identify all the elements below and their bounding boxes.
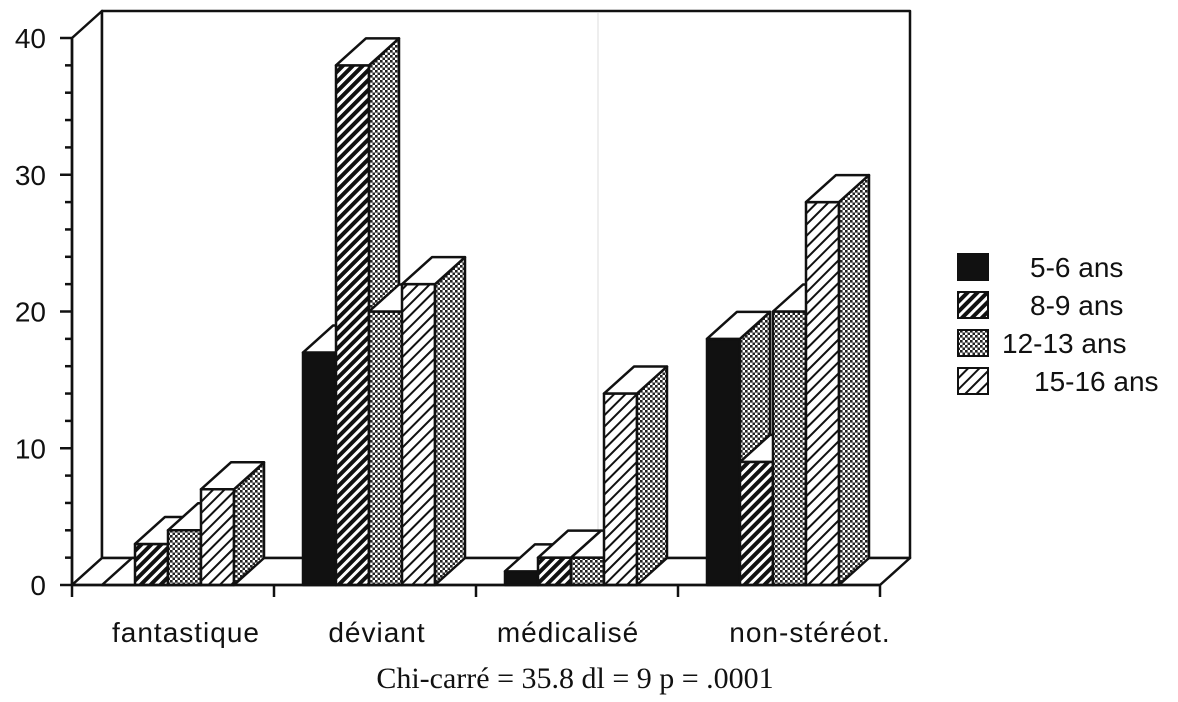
bar-front bbox=[536, 556, 573, 587]
x-category-label: médicalisé bbox=[497, 617, 639, 648]
legend: 5-6 ans 8-9 ans 12-13 ans 15-16 ans bbox=[957, 252, 1159, 397]
legend-label: 8-9 ans bbox=[1030, 290, 1123, 321]
y-tick-label: 30 bbox=[15, 160, 46, 191]
left-wall bbox=[70, 9, 104, 587]
bar-front bbox=[133, 542, 170, 587]
legend-swatch bbox=[957, 253, 989, 281]
y-tick-label: 10 bbox=[15, 433, 46, 464]
bar bbox=[199, 461, 266, 587]
bar-side bbox=[433, 255, 467, 587]
bar-top bbox=[199, 461, 266, 491]
legend-label: 12-13 ans bbox=[1002, 328, 1127, 359]
legend-swatch bbox=[957, 367, 989, 395]
bar-side bbox=[837, 173, 871, 587]
x-category-label: non-stéréot. bbox=[729, 617, 890, 648]
bar-front bbox=[199, 488, 236, 587]
y-tick-label: 0 bbox=[30, 570, 46, 601]
chi-square-annotation: Chi-carré = 35.8 dl = 9 p = .0001 bbox=[376, 662, 773, 695]
x-axis: fantastique déviant médicalisé non-stéréot. bbox=[70, 583, 890, 648]
bar bbox=[400, 255, 467, 587]
bar-front bbox=[771, 310, 808, 587]
bar-top bbox=[804, 173, 871, 204]
bar-front bbox=[705, 337, 742, 587]
legend-label: 15-16 ans bbox=[1034, 366, 1159, 397]
bar bbox=[602, 365, 669, 587]
bar-front bbox=[367, 310, 404, 587]
legend-item: 8-9 ans bbox=[957, 290, 1123, 321]
y-tick-label: 20 bbox=[15, 297, 46, 328]
bar bbox=[804, 173, 871, 587]
legend-item: 12-13 ans bbox=[957, 328, 1127, 359]
legend-item: 15-16 ans bbox=[957, 366, 1159, 397]
bar-front bbox=[569, 556, 606, 587]
bar-front bbox=[400, 282, 437, 587]
bar-front bbox=[804, 200, 841, 587]
x-category-label: fantastique bbox=[112, 617, 260, 648]
x-category-label: déviant bbox=[328, 617, 425, 648]
bar-top bbox=[400, 255, 467, 286]
legend-label: 5-6 ans bbox=[1030, 252, 1123, 283]
bar-top bbox=[334, 37, 401, 67]
bar-top bbox=[602, 365, 669, 395]
bar-side bbox=[635, 365, 669, 587]
legend-item: 5-6 ans bbox=[957, 252, 1123, 283]
bar-front bbox=[738, 460, 775, 587]
legend-swatch bbox=[957, 329, 989, 357]
bar-top bbox=[705, 310, 772, 341]
bar-front bbox=[602, 392, 639, 587]
bar-front bbox=[334, 64, 371, 587]
y-tick-label: 40 bbox=[15, 23, 46, 54]
bar-front bbox=[503, 570, 540, 587]
bar-front bbox=[166, 529, 203, 587]
y-axis: 0 10 20 30 40 bbox=[15, 23, 74, 601]
bar-front bbox=[301, 351, 338, 587]
legend-swatch bbox=[957, 291, 989, 319]
